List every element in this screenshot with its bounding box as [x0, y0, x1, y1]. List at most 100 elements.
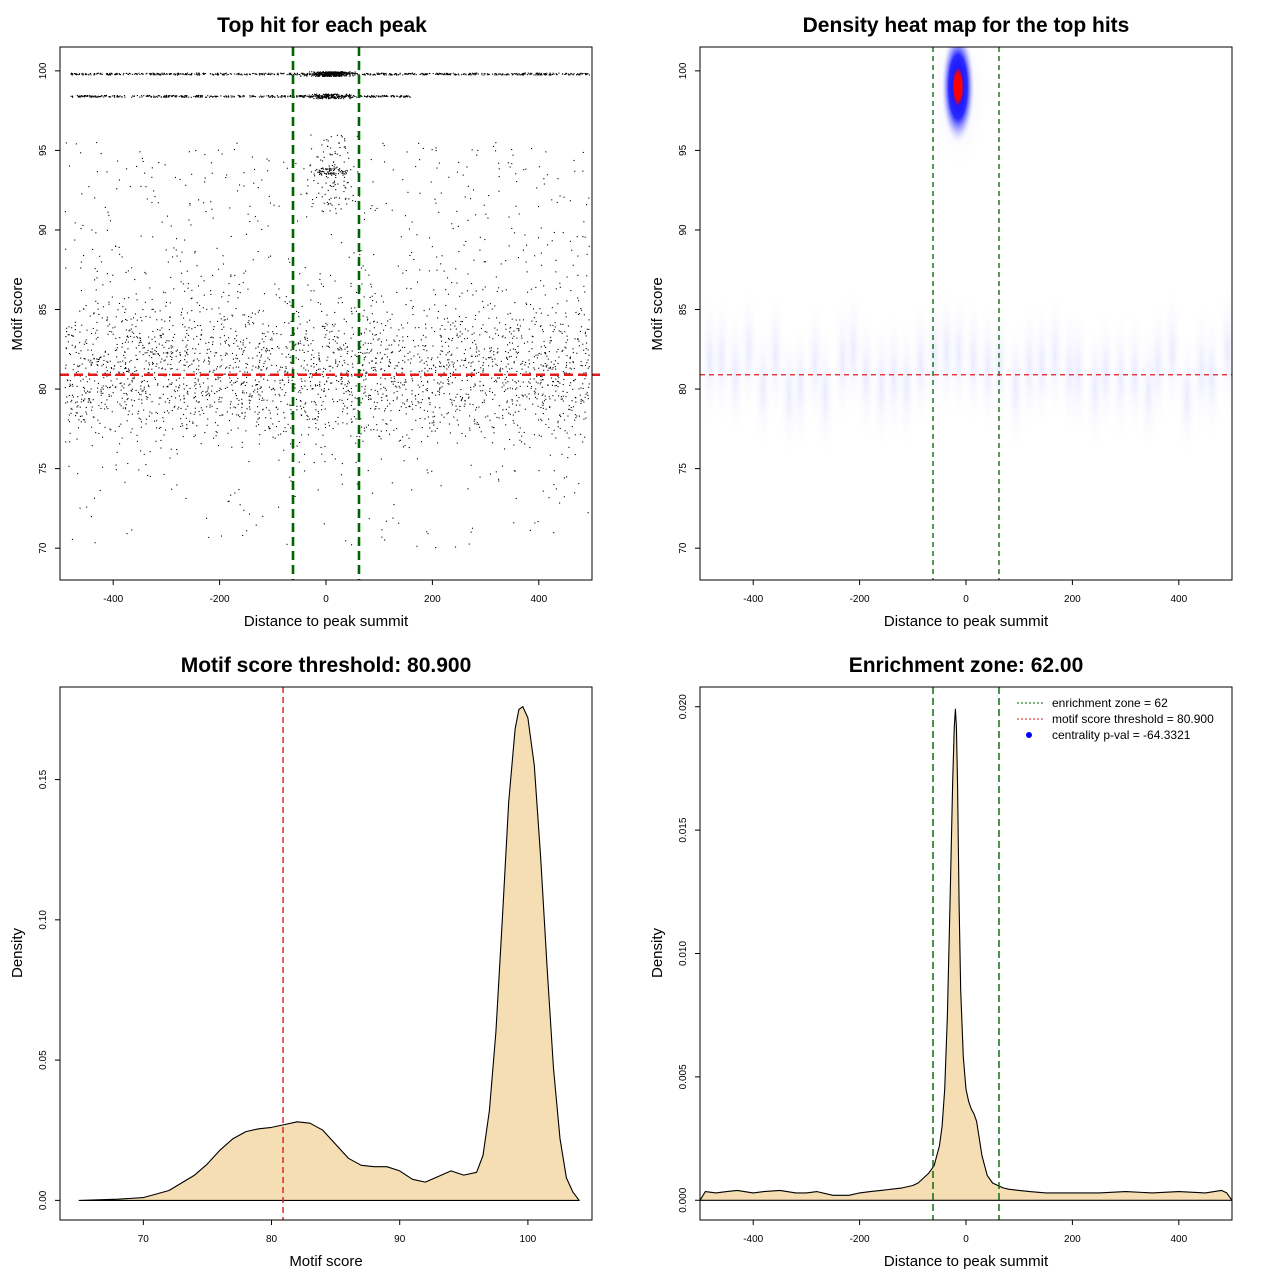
- data-point: [531, 73, 533, 75]
- data-point: [175, 350, 177, 352]
- data-point: [336, 94, 338, 96]
- data-point: [370, 389, 372, 391]
- data-point: [283, 95, 285, 97]
- data-point: [249, 408, 251, 410]
- data-point: [121, 397, 123, 399]
- data-point: [455, 268, 457, 270]
- data-point: [76, 385, 78, 387]
- data-point: [186, 329, 188, 331]
- data-point: [358, 74, 360, 76]
- data-point: [583, 349, 585, 351]
- data-point: [346, 385, 348, 387]
- data-point: [585, 348, 587, 350]
- data-point: [509, 342, 511, 344]
- data-point: [79, 342, 81, 344]
- data-point: [437, 311, 439, 313]
- data-point: [279, 387, 281, 389]
- data-point: [82, 74, 84, 76]
- data-point: [221, 296, 223, 298]
- data-point: [335, 388, 337, 390]
- data-point: [268, 160, 270, 162]
- data-point: [196, 373, 198, 375]
- data-point: [180, 360, 182, 362]
- data-point: [259, 434, 261, 436]
- data-point: [205, 96, 207, 98]
- data-point: [186, 73, 188, 75]
- data-point: [385, 74, 387, 76]
- data-point: [281, 367, 283, 369]
- data-point: [214, 355, 216, 357]
- data-point: [341, 136, 343, 138]
- data-point: [337, 364, 339, 366]
- data-point: [212, 217, 214, 219]
- data-point: [235, 340, 237, 342]
- data-point: [337, 423, 339, 425]
- data-point: [299, 400, 301, 402]
- data-point: [260, 376, 262, 378]
- data-point: [470, 386, 472, 388]
- data-point: [197, 95, 199, 97]
- data-point: [287, 376, 289, 378]
- data-point: [517, 351, 519, 353]
- data-point: [380, 377, 382, 379]
- data-point: [319, 360, 321, 362]
- data-point: [230, 274, 232, 276]
- data-point: [555, 384, 557, 386]
- data-point: [318, 73, 320, 75]
- data-point: [417, 353, 419, 355]
- data-point: [345, 72, 347, 74]
- data-point: [393, 339, 395, 341]
- data-point: [573, 159, 575, 161]
- data-point: [101, 402, 103, 404]
- data-point: [325, 182, 327, 184]
- data-point: [68, 165, 70, 167]
- data-point: [316, 364, 318, 366]
- data-point: [393, 376, 395, 378]
- data-point: [96, 321, 98, 323]
- data-point: [119, 361, 121, 363]
- data-point: [570, 382, 572, 384]
- data-point: [398, 522, 400, 524]
- data-point: [542, 407, 544, 409]
- data-point: [255, 96, 257, 98]
- data-point: [547, 384, 549, 386]
- data-point: [79, 406, 81, 408]
- data-point: [555, 73, 557, 75]
- data-point: [531, 341, 533, 343]
- data-point: [138, 344, 140, 346]
- data-point: [395, 365, 397, 367]
- data-point: [392, 400, 394, 402]
- data-point: [310, 358, 312, 360]
- data-point: [487, 357, 489, 359]
- data-point: [431, 149, 433, 151]
- data-point: [251, 369, 253, 371]
- data-point: [308, 376, 310, 378]
- data-point: [372, 366, 374, 368]
- data-point: [466, 290, 468, 292]
- data-point: [524, 72, 526, 74]
- data-point: [126, 394, 128, 396]
- data-point: [246, 408, 248, 410]
- data-point: [408, 437, 410, 439]
- data-point: [180, 407, 182, 409]
- data-point: [171, 395, 173, 397]
- data-point: [106, 406, 108, 408]
- data-point: [334, 153, 336, 155]
- data-point: [373, 327, 375, 329]
- data-point: [239, 95, 241, 97]
- data-point: [524, 72, 526, 74]
- data-point: [490, 347, 492, 349]
- data-point: [75, 415, 77, 417]
- data-point: [311, 148, 313, 150]
- data-point: [183, 96, 185, 98]
- data-point: [324, 193, 326, 195]
- data-point: [348, 73, 350, 75]
- data-point: [96, 96, 98, 98]
- data-point: [341, 94, 343, 96]
- data-point: [457, 336, 459, 338]
- data-point: [236, 414, 238, 416]
- data-point: [411, 401, 413, 403]
- data-point: [116, 73, 118, 75]
- data-point: [396, 335, 398, 337]
- data-point: [562, 390, 564, 392]
